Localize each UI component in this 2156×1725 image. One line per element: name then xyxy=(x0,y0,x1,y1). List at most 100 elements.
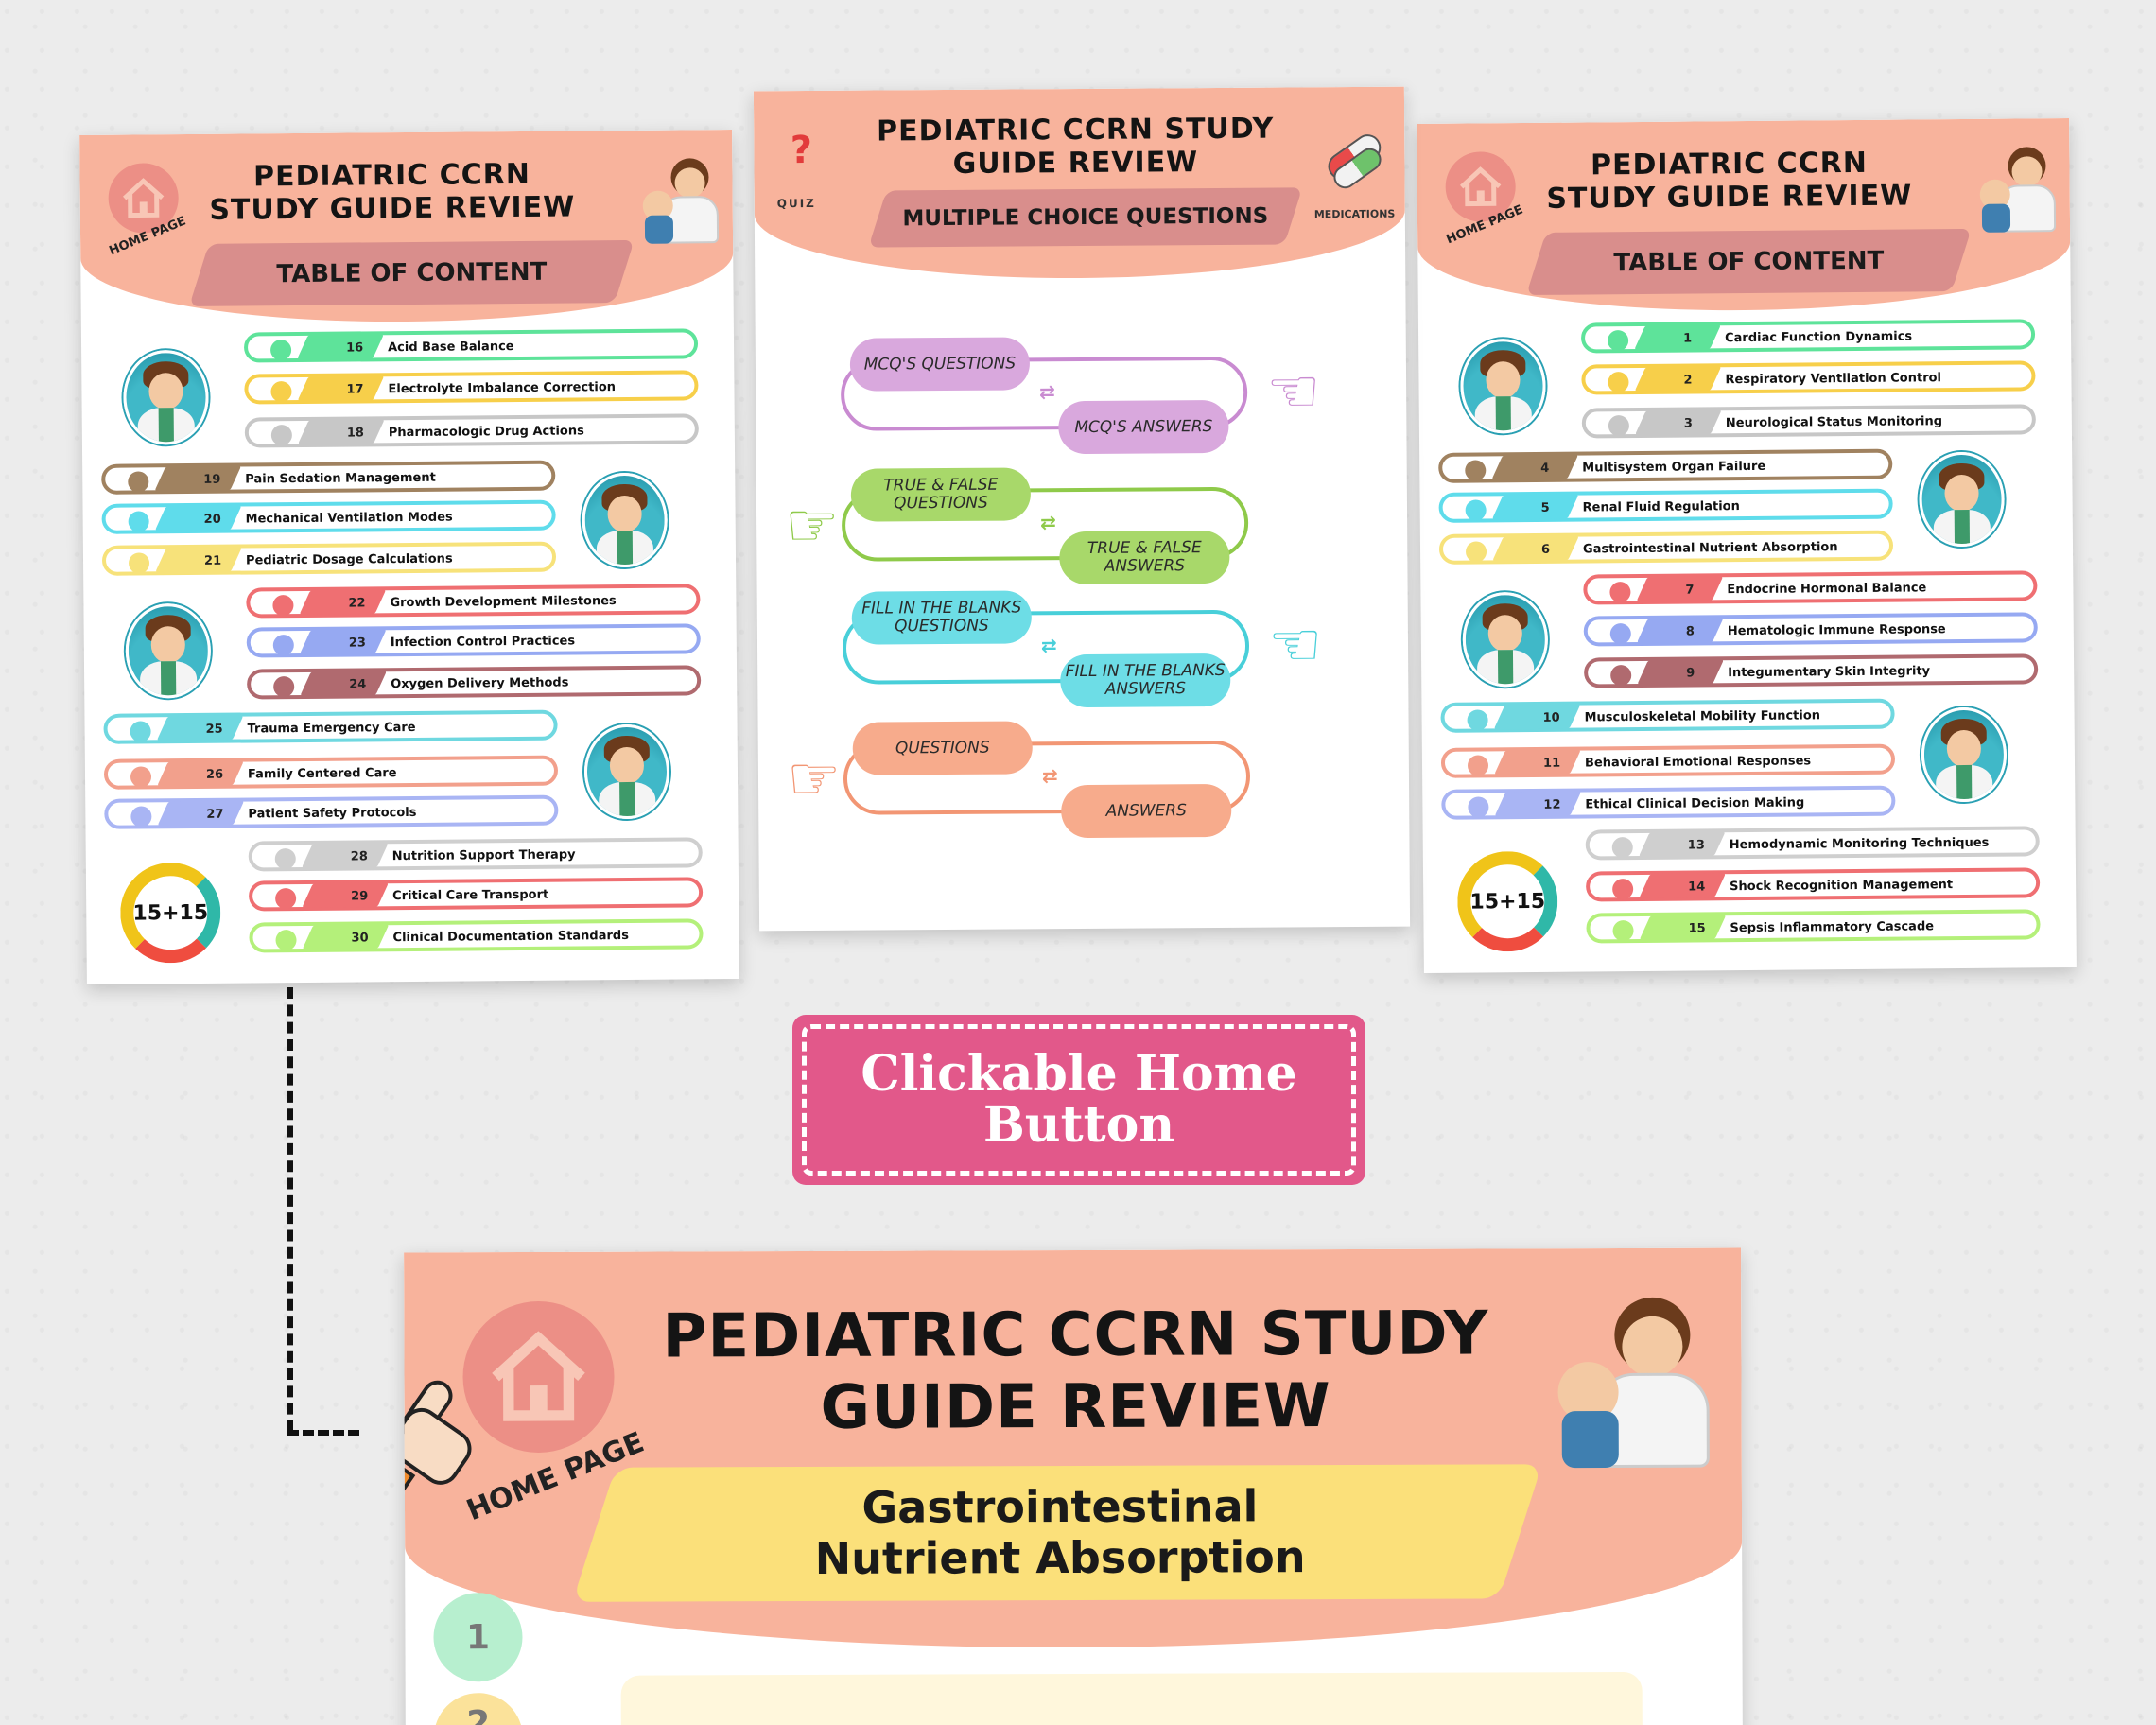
toc-item[interactable]: 2 Respiratory Ventilation Control xyxy=(1581,360,2036,395)
home-button[interactable] xyxy=(108,163,179,234)
toc-banner: TABLE OF CONTENT xyxy=(188,239,635,307)
pointing-hand-icon: ☞ xyxy=(786,743,842,815)
home-button[interactable] xyxy=(1445,151,1516,222)
cycle-badge: 15+15 xyxy=(1456,850,1558,952)
toc-item[interactable]: 13 Hemodynamic Monitoring Techniques xyxy=(1585,826,2040,861)
toc-banner-label: TABLE OF CONTENT xyxy=(276,257,548,289)
toc-item-tab xyxy=(1638,831,1726,858)
toc-item-dot xyxy=(1467,709,1488,731)
toc-banner: TABLE OF CONTENT xyxy=(1525,228,1972,296)
avatar xyxy=(1919,451,2006,548)
toc-item-tab xyxy=(1493,704,1581,730)
content-box xyxy=(620,1671,1643,1725)
toc-item[interactable]: 21 Pediatric Dosage Calculations xyxy=(101,541,557,576)
toc-item-dot xyxy=(274,848,296,870)
toc-item[interactable]: 25 Trauma Emergency Care xyxy=(103,709,558,744)
toc-item[interactable]: 10 Musculoskeletal Mobility Function xyxy=(1440,698,1895,733)
toc-item[interactable]: 8 Hematologic Immune Response xyxy=(1583,612,2038,647)
quiz-question-bubble[interactable]: FILL IN THE BLANKS QUESTIONS xyxy=(851,590,1032,645)
topic-banner: Gastrointestinal Nutrient Absorption xyxy=(572,1464,1542,1602)
toc-item-dot xyxy=(275,930,297,951)
toc-item-label: Family Centered Care xyxy=(247,766,397,782)
toc-item[interactable]: 11 Behavioral Emotional Responses xyxy=(1440,743,1896,778)
quiz-answer-bubble[interactable]: MCQ'S ANSWERS xyxy=(1058,399,1229,455)
toc-item-label: Mechanical Ventilation Modes xyxy=(245,510,453,527)
step-circle: 1 xyxy=(433,1593,523,1682)
toc-item-number: 27 xyxy=(206,807,224,822)
toc-item-number: 11 xyxy=(1542,756,1561,771)
pointing-hand-icon: ☜ xyxy=(1267,610,1323,681)
toc-item-tab xyxy=(299,589,387,616)
toc-item-tab xyxy=(1639,873,1727,899)
toc-item[interactable]: 19 Pain Sedation Management xyxy=(101,460,556,495)
toc-item[interactable]: 20 Mechanical Ventilation Modes xyxy=(101,499,556,534)
quiz-question-bubble[interactable]: QUESTIONS xyxy=(852,721,1033,775)
toc-item-dot xyxy=(273,676,295,698)
toc-item[interactable]: 29 Critical Care Transport xyxy=(248,877,704,912)
toc-item-label: Respiratory Ventilation Control xyxy=(1725,371,1942,388)
toc-item[interactable]: 17 Electrolyte Imbalance Correction xyxy=(244,370,699,405)
toc-item-dot xyxy=(130,806,152,828)
toc-item-dot xyxy=(128,511,149,532)
avatar xyxy=(1460,338,1546,434)
toc-item[interactable]: 16 Acid Base Balance xyxy=(243,328,699,363)
toc-item-tab xyxy=(1492,535,1579,562)
toc-item-number: 28 xyxy=(350,849,368,864)
toc-item[interactable]: 3 Neurological Status Monitoring xyxy=(1581,404,2036,439)
toc-item[interactable]: 4 Multisystem Organ Failure xyxy=(1438,448,1893,483)
toc-item-label: Hematologic Immune Response xyxy=(1727,622,1946,639)
toc-item-label: Patient Safety Protocols xyxy=(248,805,417,822)
toc-item-number: 18 xyxy=(346,426,365,441)
quiz-question-bubble[interactable]: TRUE & FALSE QUESTIONS xyxy=(850,467,1032,522)
avatar xyxy=(582,472,669,568)
toc-item[interactable]: 26 Family Centered Care xyxy=(103,755,559,790)
toc-item-tab xyxy=(1636,576,1724,602)
toc-item[interactable]: 23 Infection Control Practices xyxy=(246,623,701,658)
doctor-child-icon xyxy=(1557,1297,1710,1469)
toc-item[interactable]: 28 Nutrition Support Therapy xyxy=(248,837,703,872)
guide-title: PEDIATRIC CCRN STUDY GUIDE REVIEW xyxy=(662,1298,1489,1443)
toc-item-label: Growth Development Milestones xyxy=(390,594,617,611)
home-icon xyxy=(492,1331,585,1421)
toc-item-dot xyxy=(1608,415,1629,437)
home-icon xyxy=(1459,166,1502,207)
toc-item[interactable]: 9 Integumentary Skin Integrity xyxy=(1584,653,2039,688)
mcq-banner: MULTIPLE CHOICE QUESTIONS xyxy=(868,187,1303,248)
toc-item-number: 20 xyxy=(203,512,221,527)
dashed-connector xyxy=(287,987,293,1432)
toc-item-tab xyxy=(157,800,245,827)
toc-item-number: 6 xyxy=(1540,542,1551,557)
toc-item[interactable]: 15 Sepsis Inflammatory Cascade xyxy=(1586,909,2041,944)
toc-item[interactable]: 12 Ethical Clinical Decision Making xyxy=(1441,785,1896,820)
toc-item-tab xyxy=(297,419,385,445)
toc-item[interactable]: 1 Cardiac Function Dynamics xyxy=(1580,319,2036,354)
quiz-answer-bubble[interactable]: FILL IN THE BLANKS ANSWERS xyxy=(1060,653,1231,708)
toc-item[interactable]: 22 Growth Development Milestones xyxy=(246,584,701,619)
toc-item-number: 2 xyxy=(1683,373,1693,388)
toc-item[interactable]: 14 Shock Recognition Management xyxy=(1585,867,2041,902)
toc-item-number: 9 xyxy=(1686,666,1695,681)
toc-page-right: HOME PAGE PEDIATRIC CCRN STUDY GUIDE REV… xyxy=(1417,118,2077,973)
toc-item[interactable]: 5 Renal Fluid Regulation xyxy=(1438,488,1893,523)
home-button[interactable] xyxy=(462,1300,615,1454)
medication-icon xyxy=(1321,125,1387,193)
toc-item-dot xyxy=(130,766,152,788)
quiz-answer-bubble[interactable]: ANSWERS xyxy=(1061,783,1232,839)
toc-item[interactable]: 6 Gastrointestinal Nutrient Absorption xyxy=(1438,530,1894,565)
quiz-answer-bubble[interactable]: TRUE & FALSE ANSWERS xyxy=(1059,530,1230,585)
swap-arrows-icon: ⇄ xyxy=(1039,380,1055,404)
toc-item-dot xyxy=(1465,541,1487,563)
toc-item[interactable]: 27 Patient Safety Protocols xyxy=(104,794,559,829)
toc-item-label: Cardiac Function Dynamics xyxy=(1725,329,1913,346)
topic-banner-label: Gastrointestinal Nutrient Absorption xyxy=(814,1480,1306,1584)
toc-item[interactable]: 7 Endocrine Hormonal Balance xyxy=(1583,570,2038,605)
toc-item-dot xyxy=(272,595,294,617)
toc-item[interactable]: 30 Clinical Documentation Standards xyxy=(249,918,704,953)
toc-item-tab xyxy=(299,629,387,655)
quiz-question-bubble[interactable]: MCQ'S QUESTIONS xyxy=(849,337,1031,392)
swap-arrows-icon: ⇄ xyxy=(1041,764,1058,788)
avatar xyxy=(583,723,670,820)
toc-item-number: 10 xyxy=(1542,710,1560,725)
toc-item[interactable]: 18 Pharmacologic Drug Actions xyxy=(244,413,699,448)
toc-item[interactable]: 24 Oxygen Delivery Methods xyxy=(247,665,702,700)
